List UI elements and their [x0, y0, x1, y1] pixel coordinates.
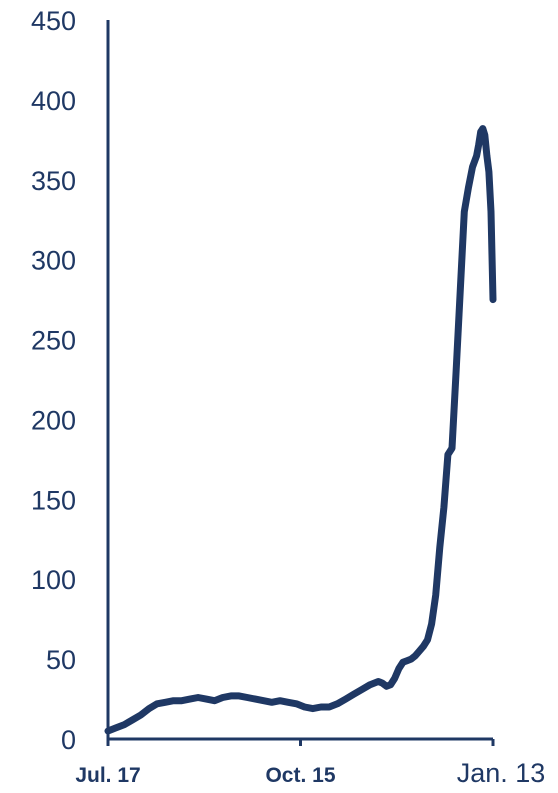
- y-tick-label: 300: [31, 246, 76, 276]
- y-tick-label: 450: [31, 6, 76, 36]
- y-tick-label: 150: [31, 485, 76, 515]
- y-tick-label: 350: [31, 166, 76, 196]
- x-tick-label: Jul. 17: [75, 764, 140, 787]
- series-line: [104, 125, 497, 735]
- x-axis-tick-marks: [106, 739, 495, 746]
- y-axis-ticks: 0 50 100 150 200 250 300 350 400 450: [31, 6, 76, 755]
- y-tick-label: 400: [31, 86, 76, 116]
- y-tick-label: 50: [46, 645, 76, 675]
- y-tick-label: 250: [31, 326, 76, 356]
- y-tick-label: 0: [61, 725, 76, 755]
- x-tick-label: Jan. 13: [457, 758, 546, 788]
- x-axis-ticks: Jul. 17 Oct. 15 Jan. 13: [75, 758, 545, 788]
- x-tick-label: Oct. 15: [265, 764, 335, 787]
- y-tick-label: 200: [31, 405, 76, 435]
- y-tick-label: 100: [31, 565, 76, 595]
